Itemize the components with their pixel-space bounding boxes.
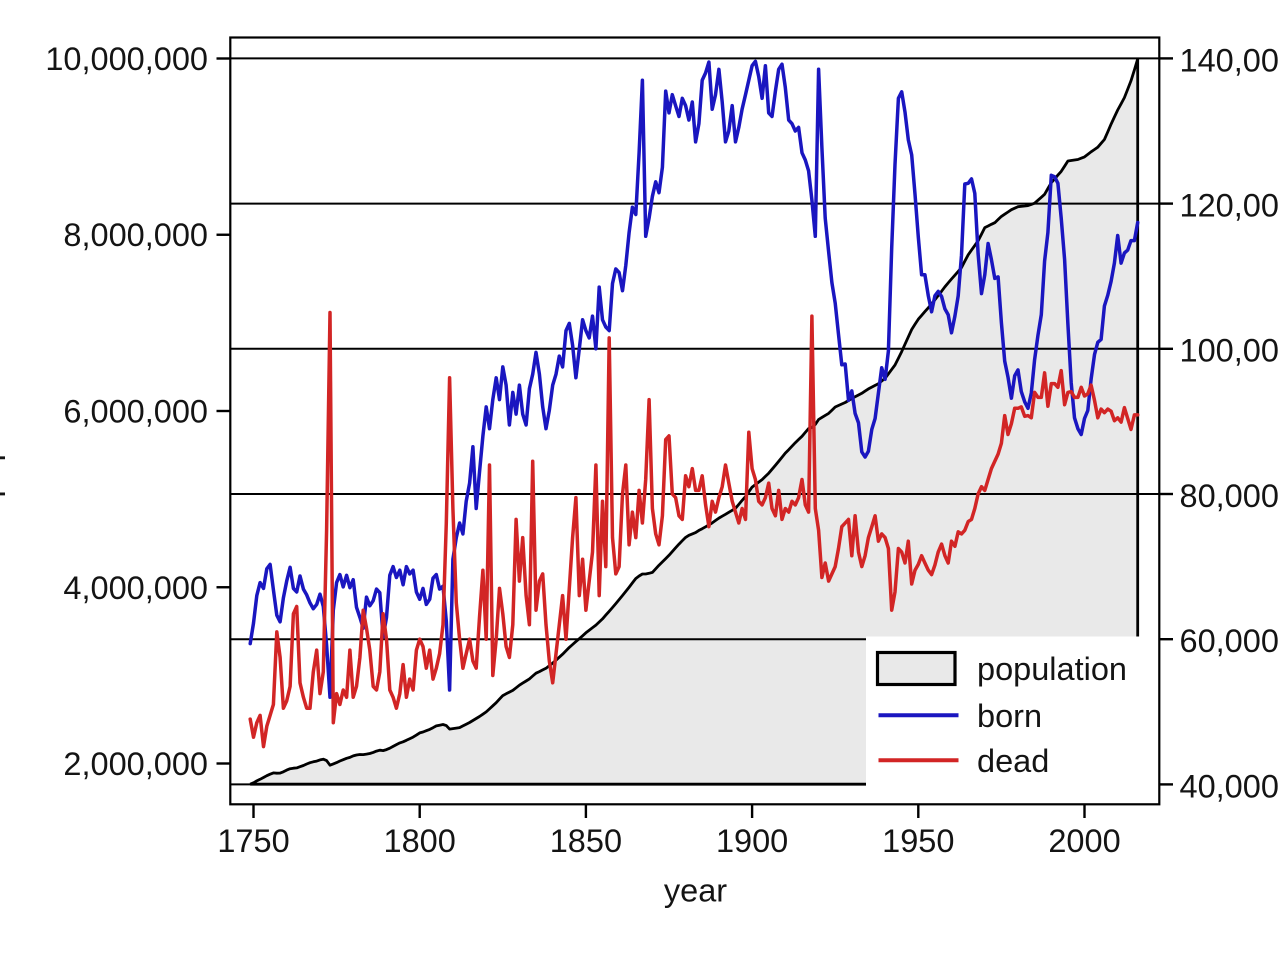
svg-text:population: population	[977, 651, 1127, 687]
svg-text:8,000,000: 8,000,000	[63, 217, 208, 253]
svg-text:6,000,000: 6,000,000	[63, 394, 208, 430]
svg-text:4,000,000: 4,000,000	[63, 570, 208, 606]
svg-text:1750: 1750	[217, 823, 289, 859]
svg-text:1850: 1850	[550, 823, 622, 859]
svg-text:1950: 1950	[882, 823, 954, 859]
svg-text:40,000: 40,000	[1180, 768, 1279, 804]
svg-text:100,000: 100,000	[1180, 333, 1280, 369]
svg-text:120,000: 120,000	[1180, 188, 1280, 224]
svg-text:year: year	[664, 873, 727, 909]
svg-text:population: population	[0, 348, 6, 498]
svg-text:1800: 1800	[384, 823, 456, 859]
svg-text:10,000,000: 10,000,000	[45, 41, 208, 77]
svg-text:1900: 1900	[716, 823, 788, 859]
svg-text:2000: 2000	[1048, 823, 1120, 859]
svg-text:140,000: 140,000	[1180, 42, 1280, 78]
svg-text:dead: dead	[977, 743, 1049, 779]
svg-text:2,000,000: 2,000,000	[63, 746, 208, 782]
svg-text:born: born	[977, 698, 1042, 734]
svg-text:60,000: 60,000	[1180, 623, 1279, 659]
svg-text:80,000: 80,000	[1180, 478, 1279, 514]
